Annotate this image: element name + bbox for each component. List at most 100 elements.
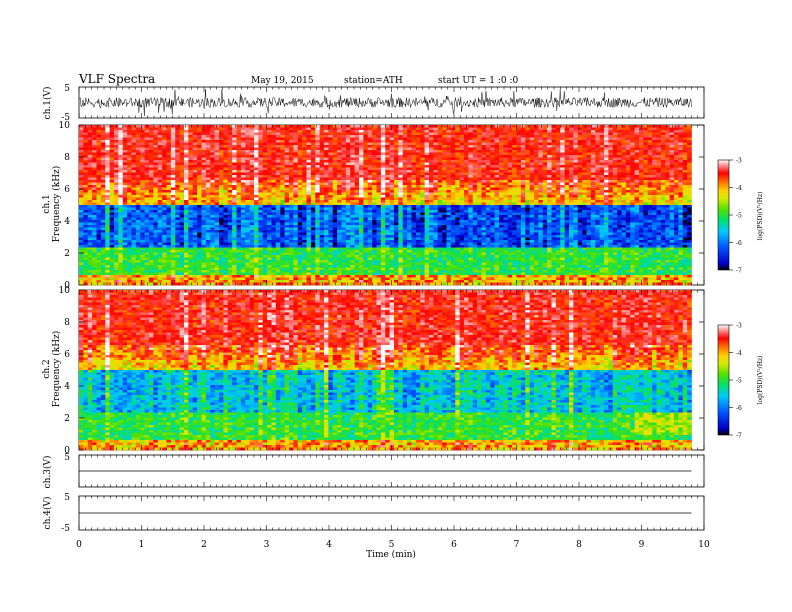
spectrogram-cell bbox=[297, 135, 303, 138]
spectrogram-cell bbox=[232, 180, 237, 183]
spectrogram-cell bbox=[240, 230, 246, 233]
spectrogram-cell bbox=[184, 145, 189, 148]
spectrogram-cell bbox=[293, 217, 299, 221]
spectrogram-cell bbox=[118, 137, 124, 141]
spectrogram-cell bbox=[149, 197, 154, 201]
spectrogram-cell bbox=[302, 245, 307, 248]
spectrogram-cell bbox=[96, 267, 102, 271]
spectrogram-cell bbox=[232, 130, 237, 133]
spectrogram-cell bbox=[240, 175, 246, 178]
spectrogram-cell bbox=[315, 132, 320, 136]
spectrogram-cell bbox=[92, 165, 97, 168]
spectrogram-cell bbox=[394, 177, 399, 181]
spectrogram-cell bbox=[341, 225, 347, 228]
spectrogram-cell bbox=[411, 190, 417, 193]
spectrogram-cell bbox=[157, 205, 163, 208]
spectrogram-cell bbox=[310, 185, 316, 188]
spectrogram-cell bbox=[118, 170, 124, 173]
spectrogram-cell bbox=[96, 270, 102, 273]
spectrogram-cell bbox=[205, 152, 211, 156]
spectrogram-cell bbox=[100, 137, 106, 141]
spectrogram-cell bbox=[184, 260, 189, 263]
spectrogram-cell bbox=[402, 235, 408, 238]
spectrogram-cell bbox=[240, 140, 246, 143]
spectrogram-cell bbox=[96, 145, 102, 148]
spectrogram-cell bbox=[184, 232, 189, 236]
spectrogram-cell bbox=[166, 135, 172, 138]
spectrogram-cell bbox=[210, 237, 215, 241]
spectrogram-cell bbox=[83, 260, 89, 263]
spectrogram-cell bbox=[245, 237, 250, 241]
spectrogram-cell bbox=[411, 205, 417, 208]
spectrogram-cell bbox=[105, 235, 110, 238]
spectrogram-cell bbox=[87, 155, 93, 158]
spectrogram-cell bbox=[398, 187, 404, 191]
spectrogram-cell bbox=[407, 147, 412, 151]
spectrogram-cell bbox=[100, 167, 106, 171]
spectrogram-cell bbox=[302, 265, 307, 268]
spectrogram-cell bbox=[267, 145, 272, 148]
spectrogram-cell bbox=[284, 252, 290, 256]
spectrogram-cell bbox=[140, 280, 145, 283]
spectrogram-cell bbox=[249, 260, 255, 263]
spectrogram-cell bbox=[284, 147, 290, 151]
spectrogram-cell bbox=[105, 237, 110, 241]
spectrogram-cell bbox=[359, 277, 364, 281]
spectrogram-cell bbox=[302, 182, 307, 186]
spectrogram-cell bbox=[135, 275, 141, 278]
spectrogram-cell bbox=[306, 192, 312, 196]
spectrogram-cell bbox=[83, 172, 89, 176]
spectrogram-cell bbox=[372, 177, 377, 181]
spectrogram-cell bbox=[201, 235, 207, 238]
spectrogram-cell bbox=[79, 212, 84, 216]
spectrogram-cell bbox=[249, 250, 255, 253]
spectrogram-cell bbox=[114, 132, 119, 136]
spectrogram-cell bbox=[149, 140, 154, 143]
spectrogram-cell bbox=[79, 137, 84, 141]
spectrogram-cell bbox=[350, 270, 355, 273]
spectrogram-cell bbox=[227, 167, 233, 171]
spectrogram-cell bbox=[394, 127, 399, 131]
spectrogram-cell bbox=[258, 262, 264, 266]
spectrogram-cell bbox=[372, 230, 377, 233]
spectrogram-cell bbox=[297, 190, 303, 193]
spectrogram-cell bbox=[332, 182, 338, 186]
spectrogram-cell bbox=[385, 272, 390, 276]
spectrogram-cell bbox=[214, 135, 220, 138]
spectrogram-cell bbox=[284, 200, 290, 203]
spectrogram-cell bbox=[131, 197, 137, 201]
spectrogram-cell bbox=[114, 257, 119, 261]
spectrogram-cell bbox=[385, 252, 390, 256]
spectrogram-cell bbox=[402, 147, 408, 151]
spectrogram-cell bbox=[131, 150, 137, 153]
spectrogram-cell bbox=[192, 225, 198, 228]
spectrogram-cell bbox=[363, 212, 369, 216]
spectrogram-cell bbox=[394, 262, 399, 266]
spectrogram-cell bbox=[245, 145, 250, 148]
spectrogram-cell bbox=[214, 222, 220, 226]
spectrogram-cell bbox=[319, 180, 325, 183]
spectrogram-cell bbox=[96, 125, 102, 128]
spectrogram-cell bbox=[359, 215, 364, 218]
spectrogram-cell bbox=[385, 135, 390, 138]
spectrogram-cell bbox=[214, 277, 220, 281]
spectrogram-cell bbox=[319, 125, 325, 128]
spectrogram-cell bbox=[319, 282, 325, 286]
spectrogram-cell bbox=[385, 182, 390, 186]
spectrogram-cell bbox=[96, 157, 102, 161]
spectrogram-cell bbox=[367, 125, 373, 128]
spectrogram-cell bbox=[122, 237, 128, 241]
spectrogram-cell bbox=[328, 280, 334, 283]
spectrogram-cell bbox=[83, 152, 89, 156]
spectrogram-cell bbox=[249, 280, 255, 283]
spectrogram-cell bbox=[337, 132, 342, 136]
spectrogram-cell bbox=[144, 137, 150, 141]
ch1-ytick-bottom: -5 bbox=[61, 113, 70, 123]
spectrogram-cell bbox=[363, 235, 369, 238]
spectrogram-cell bbox=[289, 270, 294, 273]
spectrogram-cell bbox=[411, 172, 417, 176]
spectrogram-cell bbox=[135, 257, 141, 261]
spectrogram-cell bbox=[254, 227, 259, 231]
spectrogram-cell bbox=[389, 280, 395, 283]
spectrogram-cell bbox=[267, 210, 272, 213]
